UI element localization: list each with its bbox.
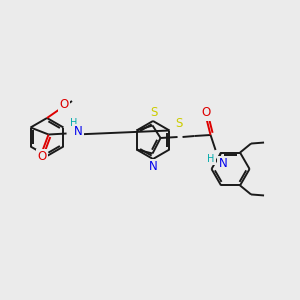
Text: S: S [150, 106, 157, 118]
Text: N: N [218, 157, 227, 170]
Text: N: N [74, 125, 82, 138]
Text: O: O [201, 106, 210, 119]
Text: O: O [59, 98, 69, 112]
Text: H: H [70, 118, 77, 128]
Text: N: N [149, 160, 158, 173]
Text: H: H [207, 154, 214, 164]
Text: O: O [37, 150, 46, 163]
Text: S: S [175, 117, 182, 130]
